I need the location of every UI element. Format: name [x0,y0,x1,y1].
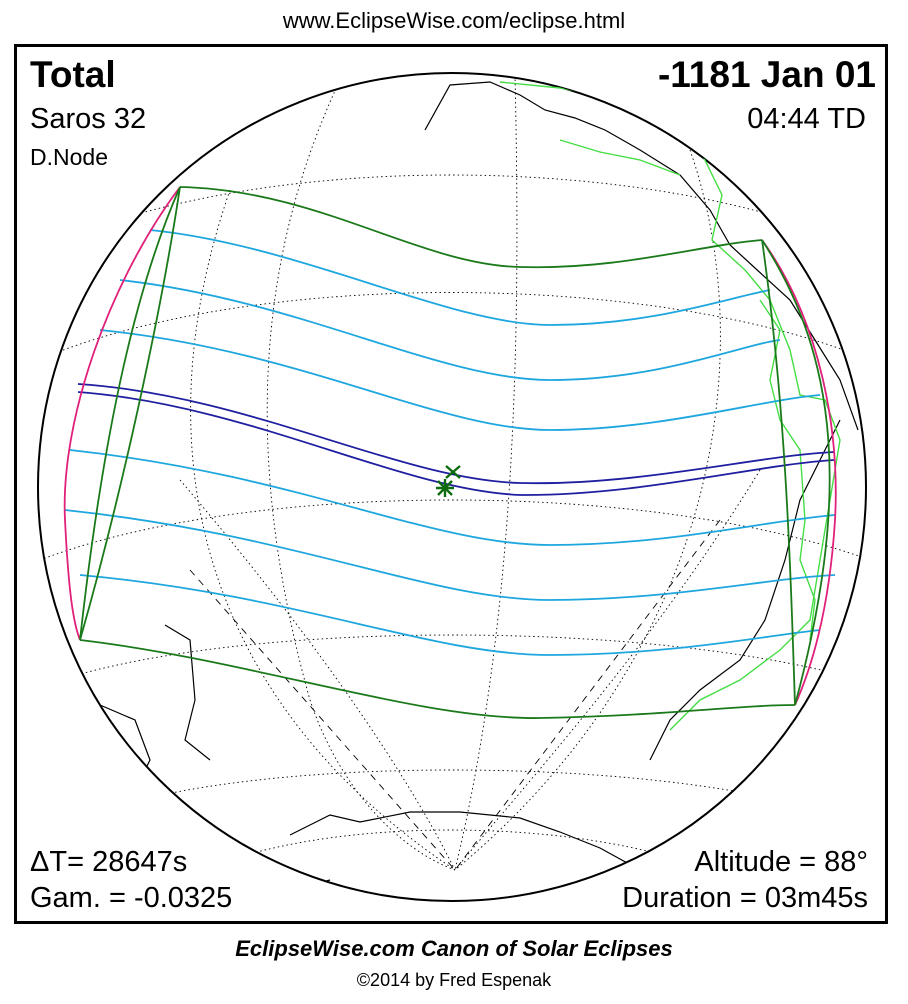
eclipse-map-frame [14,44,888,924]
totality-duration: Duration = 03m45s [622,882,868,914]
graticule [38,74,866,871]
copyright: ©2014 by Fred Espenak [356,970,552,990]
gamma: Gam. = -0.0325 [30,882,233,914]
canon-title: EclipseWise.com Canon of Solar Eclipses [235,936,673,961]
meridian-guides [189,519,721,871]
saros-number: Saros 32 [30,103,147,135]
delta-t: ΔT= 28647s [30,846,188,878]
central-path [77,383,836,496]
source-url[interactable]: www.EclipseWise.com/eclipse.html [282,8,626,33]
penumbral-limits [79,186,831,719]
sunrise-sunset-limits [63,186,837,706]
partial-eclipse-lines [64,229,836,656]
greatest-eclipse-marker [436,465,461,497]
eclipse-type: Total [30,54,116,95]
node-label: D.Node [30,144,108,170]
sun-altitude: Altitude = 88° [694,846,868,878]
eclipse-time: 04:44 TD [747,103,866,135]
eclipse-date: -1181 Jan 01 [657,54,876,95]
